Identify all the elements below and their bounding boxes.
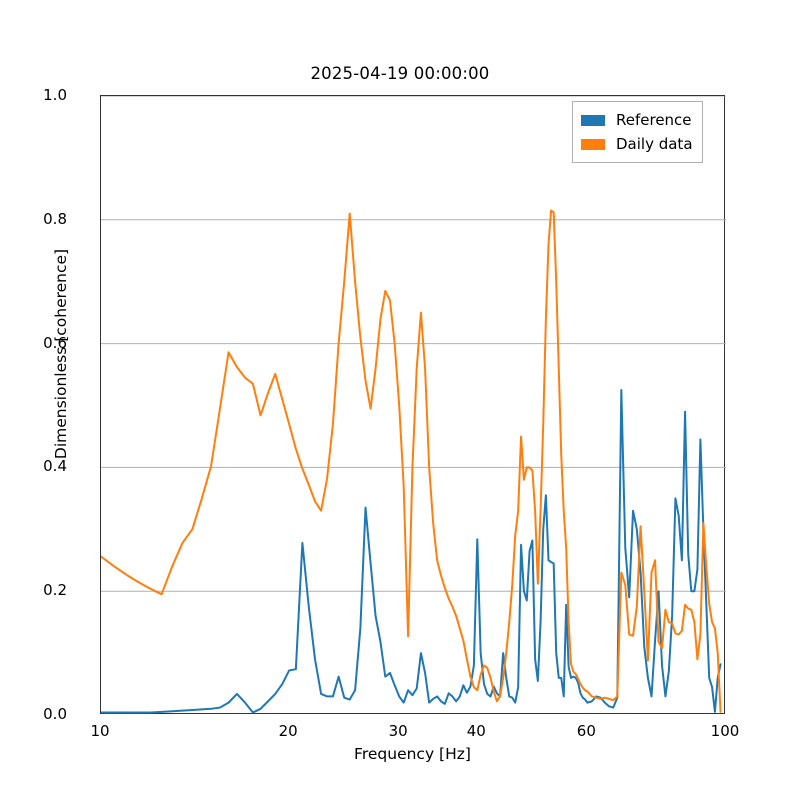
legend-item-reference[interactable]: Reference [581, 108, 693, 132]
plot-area [100, 95, 726, 714]
gridlines [101, 96, 726, 592]
x-axis-label: Frequency [Hz] [354, 745, 471, 763]
plot-svg [101, 96, 726, 714]
x-tick-label: 60 [576, 722, 596, 740]
x-tick-label: 10 [90, 722, 110, 740]
x-tick-label: 100 [710, 722, 740, 740]
y-axis-label: Dimensionless [coherence] [52, 248, 70, 460]
series-line-daily-data [101, 209, 722, 713]
legend-item-daily-data[interactable]: Daily data [581, 132, 693, 156]
x-tick-label: 20 [278, 722, 298, 740]
y-tick-label: 0.6 [43, 333, 67, 352]
chart-title: 2025-04-19 00:00:00 [310, 64, 490, 83]
y-tick-label: 0.4 [43, 457, 67, 476]
y-tick-label: 0.2 [43, 581, 67, 600]
legend-swatch-icon [581, 114, 605, 126]
y-tick-label: 1.0 [43, 86, 67, 104]
series-line-reference [101, 389, 722, 714]
x-tick-label: 40 [466, 722, 486, 740]
x-tick-label: 30 [388, 722, 408, 740]
y-tick-label: 0.0 [43, 705, 67, 723]
legend[interactable]: Reference Daily data [572, 101, 703, 163]
legend-label: Daily data [616, 135, 693, 153]
y-tick-label: 0.8 [43, 209, 67, 228]
legend-swatch-icon [581, 138, 605, 150]
legend-label: Reference [616, 111, 692, 129]
series-lines [101, 209, 722, 714]
